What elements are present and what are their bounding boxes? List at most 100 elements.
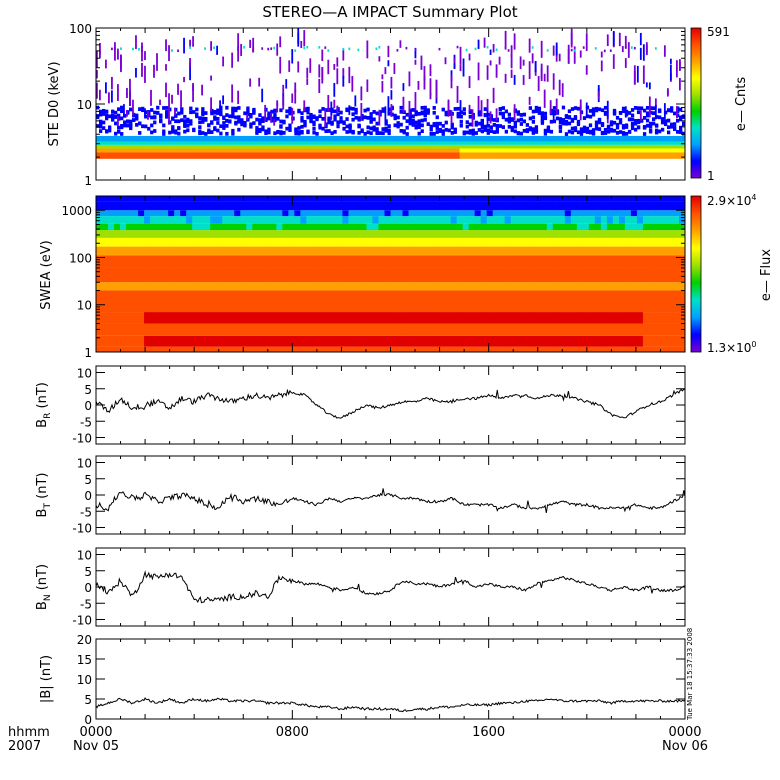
swea-cell [252, 290, 259, 302]
ste-cell [261, 47, 264, 50]
ste-y-tick-label: 1 [84, 174, 92, 188]
ste-cell [429, 152, 433, 159]
ste-cell [222, 124, 226, 129]
ste-cell [102, 135, 106, 142]
swea-cell [468, 196, 476, 202]
swea-cell [120, 323, 127, 336]
swea-cell [468, 312, 476, 324]
ste-cell [375, 131, 379, 135]
swea-cell [498, 196, 506, 202]
swea-cell [462, 267, 470, 283]
swea-cell [438, 216, 445, 224]
ste-cell [483, 124, 487, 129]
ste-cell [267, 141, 271, 145]
ste-cell [537, 141, 542, 145]
swea-cell [396, 196, 403, 202]
ste-cell [645, 135, 650, 142]
ste-cell [189, 106, 193, 111]
ste-cell [225, 135, 229, 142]
ste-cell [627, 152, 632, 159]
swea-cell [402, 201, 409, 211]
swea-cell [114, 312, 121, 324]
ste-cell [147, 152, 151, 159]
ste-cell [240, 141, 244, 145]
ste-cell [621, 106, 626, 111]
swea-cell [162, 282, 169, 291]
swea-cell [276, 201, 283, 211]
swea-cell [276, 223, 283, 231]
ste-cell [669, 108, 674, 113]
ste-cell [561, 118, 566, 122]
ste-cell [165, 114, 169, 119]
ste-cell [285, 141, 289, 145]
ste-cell [390, 141, 394, 145]
ste-colorbar [690, 27, 702, 179]
ste-cell [522, 148, 527, 153]
ste-cell [159, 113, 163, 118]
ste-cell [381, 135, 385, 142]
swea-cell [186, 282, 193, 291]
ste-cell [198, 116, 202, 120]
ste-cell [546, 65, 549, 82]
swea-cell [426, 237, 433, 247]
ste-cell [249, 148, 253, 153]
swea-cell [504, 290, 512, 302]
ste-cell [420, 123, 424, 128]
ste-cell [135, 116, 139, 121]
swea-cell [384, 255, 391, 268]
swea-cell [624, 196, 632, 202]
ste-cell [480, 152, 484, 159]
ste-cell [156, 152, 160, 159]
ste-cell [486, 65, 489, 80]
ste-cell [606, 129, 611, 134]
swea-cell [234, 216, 241, 224]
ste-cell [144, 144, 148, 149]
swea-cell [426, 267, 433, 283]
ste-cell [261, 125, 265, 130]
swea-cell [348, 216, 355, 224]
ste-cell [303, 119, 307, 124]
ste-cell [135, 123, 139, 127]
swea-cell [450, 267, 458, 283]
ste-cell [282, 148, 286, 153]
swea-cell [444, 210, 452, 217]
swea-cell [540, 237, 548, 247]
ste-cell [612, 30, 615, 47]
swea-cell [150, 196, 157, 202]
swea-cell [582, 210, 590, 217]
ste-cell [462, 135, 466, 142]
swea-cell [660, 237, 668, 247]
ste-cell [618, 120, 623, 125]
swea-cell [378, 301, 385, 313]
ste-cell [261, 144, 265, 149]
ste-cell [483, 144, 487, 149]
ste-cell [285, 114, 289, 119]
ste-cell [297, 131, 301, 136]
swea-cell [462, 237, 470, 247]
ste-cell [567, 48, 570, 64]
ste-cell [354, 152, 358, 159]
ste-cell [231, 144, 235, 149]
ste-cell [294, 148, 298, 153]
ste-cell [414, 152, 418, 159]
ste-cell [432, 152, 436, 159]
ste-cell [147, 126, 151, 131]
ste-cell [390, 144, 394, 149]
swea-cell [630, 246, 638, 256]
ste-cell [318, 123, 322, 128]
ste-cell [654, 152, 659, 159]
swea-cell [384, 267, 391, 283]
ste-cell [381, 131, 385, 136]
ste-cell [663, 148, 668, 153]
swea-cell [438, 282, 445, 291]
swea-cell [474, 196, 482, 202]
swea-cell [402, 216, 409, 224]
swea-cell [504, 323, 512, 336]
swea-cell [162, 196, 169, 202]
swea-cell [318, 201, 325, 211]
swea-cell [408, 323, 415, 336]
ste-cell [147, 111, 149, 120]
ste-cell [417, 148, 421, 153]
